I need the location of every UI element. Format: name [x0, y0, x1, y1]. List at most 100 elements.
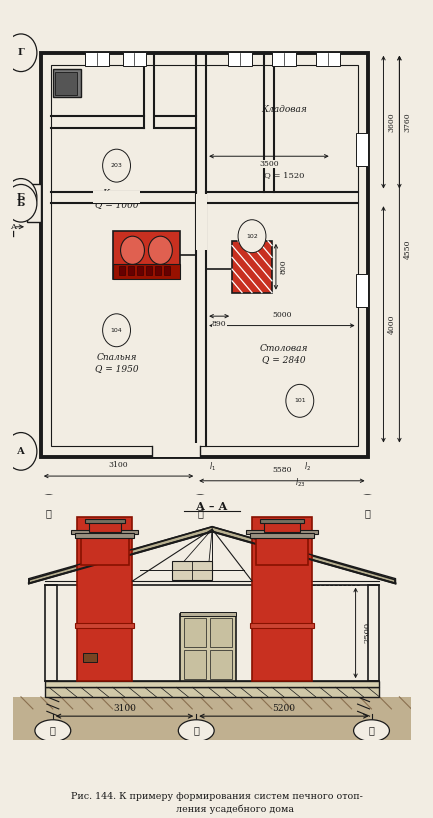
Bar — [180, 613, 236, 616]
Bar — [260, 519, 304, 524]
Bar — [210, 618, 232, 647]
Bar — [228, 52, 252, 66]
Bar — [13, 697, 411, 740]
Bar — [93, 191, 140, 204]
Circle shape — [149, 236, 172, 264]
Circle shape — [184, 495, 216, 533]
Circle shape — [103, 149, 130, 182]
Text: 5580: 5580 — [272, 465, 292, 474]
Bar — [83, 654, 97, 662]
Bar — [246, 530, 318, 534]
Bar — [196, 194, 207, 250]
Text: А: А — [17, 447, 25, 456]
Text: 4550: 4550 — [404, 240, 411, 258]
Bar — [123, 52, 146, 66]
Bar — [316, 52, 339, 66]
Text: 2500: 2500 — [364, 622, 372, 644]
Text: 102: 102 — [246, 234, 258, 239]
Text: 104: 104 — [111, 328, 123, 333]
Text: 5000: 5000 — [272, 311, 292, 318]
Bar — [77, 517, 132, 681]
Text: ③: ③ — [365, 509, 371, 519]
Text: Спальня
Q = 1950: Спальня Q = 1950 — [95, 353, 139, 373]
Bar — [272, 52, 296, 66]
Circle shape — [33, 495, 65, 533]
Bar — [55, 72, 77, 95]
Text: ②: ② — [193, 726, 199, 735]
Text: 3760: 3760 — [404, 112, 411, 132]
Bar — [75, 623, 135, 628]
Bar — [356, 133, 368, 165]
Bar — [45, 687, 379, 697]
Circle shape — [5, 34, 37, 72]
Text: 3100: 3100 — [109, 461, 128, 469]
Text: ②: ② — [197, 509, 203, 519]
Text: ③: ③ — [368, 726, 375, 735]
Circle shape — [5, 433, 37, 470]
Circle shape — [286, 384, 314, 417]
Bar — [45, 585, 57, 681]
Bar — [89, 522, 120, 532]
Text: Q = 1520: Q = 1520 — [264, 171, 304, 179]
Bar — [146, 267, 152, 275]
Text: 3600: 3600 — [388, 112, 395, 132]
Bar — [75, 533, 135, 537]
Bar — [113, 264, 180, 278]
Text: Кладовая: Кладовая — [261, 105, 307, 114]
Bar — [250, 533, 314, 537]
Bar — [256, 532, 308, 565]
Bar — [368, 585, 379, 681]
Text: $l_1$: $l_1$ — [209, 460, 216, 473]
Bar — [180, 614, 236, 681]
Text: Столовая
Q = 2840: Столовая Q = 2840 — [260, 344, 308, 364]
Text: ①: ① — [46, 509, 52, 519]
Bar — [210, 649, 232, 679]
Bar — [128, 267, 134, 275]
Bar — [152, 443, 200, 457]
Circle shape — [354, 720, 389, 741]
Text: ①: ① — [50, 726, 56, 735]
Bar — [165, 267, 170, 275]
Circle shape — [352, 495, 384, 533]
Text: A: A — [10, 222, 16, 231]
Bar — [81, 532, 129, 565]
Circle shape — [5, 185, 37, 222]
Bar — [27, 184, 41, 222]
Text: 5200: 5200 — [272, 703, 295, 712]
Bar — [232, 241, 272, 293]
Text: 800: 800 — [280, 259, 288, 274]
Text: 4000: 4000 — [388, 315, 395, 334]
Bar — [85, 52, 109, 66]
Bar — [85, 519, 125, 524]
Bar — [252, 517, 312, 681]
Text: Б: Б — [17, 199, 25, 208]
Bar — [119, 267, 125, 275]
Text: А – А: А – А — [197, 501, 228, 512]
Text: Г: Г — [18, 48, 24, 57]
Polygon shape — [29, 527, 395, 583]
Text: 890: 890 — [212, 320, 226, 328]
Bar — [155, 267, 161, 275]
Bar — [184, 649, 206, 679]
Bar — [250, 623, 314, 628]
Text: $l_2$: $l_2$ — [304, 460, 311, 473]
Bar — [113, 231, 180, 278]
Text: Рис. 144. К примеру формирования систем печного отоп-
            ления усадебно: Рис. 144. К примеру формирования систем … — [71, 792, 362, 814]
Bar — [184, 618, 206, 647]
Circle shape — [238, 220, 266, 253]
Bar — [41, 53, 368, 457]
Circle shape — [103, 314, 130, 347]
Text: 3500: 3500 — [259, 160, 279, 168]
Bar — [137, 267, 143, 275]
Bar — [172, 560, 212, 580]
Bar — [71, 530, 139, 534]
Text: Б: Б — [17, 193, 25, 202]
Bar — [356, 274, 368, 307]
Text: Кухня
Q = 1000: Кухня Q = 1000 — [95, 188, 139, 209]
Text: 101: 101 — [294, 398, 306, 403]
Text: 203: 203 — [110, 163, 123, 169]
Bar — [53, 70, 81, 97]
Text: 3100: 3100 — [113, 703, 136, 712]
Circle shape — [35, 720, 71, 741]
Bar — [45, 681, 379, 687]
